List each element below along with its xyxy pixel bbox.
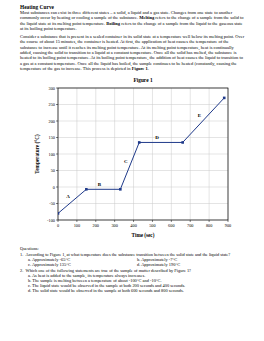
tick-label: 500 [149, 223, 155, 228]
data-group [58, 97, 226, 215]
tick-label: 600 [168, 223, 174, 228]
grid-line [209, 88, 210, 220]
marker [58, 212, 59, 215]
tick-label: -50 [49, 201, 55, 206]
y-axis-label: Temperature (°C) [34, 134, 41, 174]
chart-title: Figure 1 [133, 77, 153, 83]
segment-label: A [66, 195, 70, 200]
tick-label: 200 [93, 223, 99, 228]
grid-line [114, 88, 115, 220]
segment-label: C [124, 159, 128, 164]
tick-label: -100 [47, 218, 55, 223]
curve [58, 98, 224, 213]
document: Heating CurveMost substances can exist i… [20, 4, 246, 293]
question: 1. According to Figure 1, at what temper… [20, 252, 246, 257]
option: b. The sample is melting between a tempe… [28, 278, 246, 283]
tick-label: 200 [49, 119, 55, 124]
x-axis-label: Time (sec) [132, 232, 155, 239]
grid-line [171, 88, 172, 220]
questions: Questions:1. According to Figure 1, at w… [20, 246, 246, 293]
option: a. As heat is added to the sample, its t… [28, 273, 246, 278]
grid-line [58, 104, 228, 105]
questions-heading: Questions: [20, 246, 246, 251]
text-run: Figure 1 [132, 66, 148, 71]
grid-line [58, 154, 228, 155]
grid [58, 88, 228, 220]
tick-label: 50 [51, 168, 55, 173]
tick-label: 800 [206, 223, 212, 228]
tick-label: 100 [49, 152, 55, 157]
tick-label: 0 [53, 185, 55, 190]
grid-line [58, 187, 228, 188]
option: d. The solid state would be observed in … [28, 288, 246, 293]
segment-label: B [98, 183, 102, 188]
marker [223, 97, 226, 100]
options: a. Approximately -65°Cb. Approximately -… [20, 257, 246, 267]
question: 2. Which one of the following statements… [20, 268, 246, 273]
tick-label: 900 [225, 223, 231, 228]
grid-line [58, 170, 228, 171]
grid-line [58, 203, 228, 204]
grid-line [76, 88, 77, 220]
tick-label: 700 [187, 223, 193, 228]
grid-line [58, 137, 228, 138]
text-run: Consider a substance that is present in … [20, 34, 244, 71]
doc-title: Heating Curve [20, 4, 246, 10]
option: c. Approximately 135°C [28, 262, 137, 267]
marker [119, 188, 122, 191]
question-number: 2. [20, 268, 23, 273]
paragraph: Most substances can exist in three diffe… [20, 10, 246, 31]
text-run: . [148, 66, 149, 71]
marker [85, 188, 88, 191]
segment-label: D [155, 136, 159, 141]
question-text: Which one of the following statements ar… [26, 268, 192, 273]
segment-label: E [198, 113, 202, 118]
grid-line [133, 88, 134, 220]
marker [138, 141, 141, 144]
text-run: Boiling [106, 21, 120, 26]
question-number: 1. [20, 252, 23, 257]
tick-label: 250 [49, 102, 55, 107]
tick-label: 300 [49, 86, 55, 91]
tick-label: 0 [57, 223, 59, 228]
grid-line [95, 88, 96, 220]
grid-line [152, 88, 153, 220]
tick-label: 100 [74, 223, 80, 228]
option: d. Approximately 190°C [137, 262, 246, 267]
option: a. Approximately -65°C [28, 257, 137, 262]
tick-label: 400 [130, 223, 136, 228]
text-run: Melting [139, 15, 154, 20]
option: b. Approximately -7°C [137, 257, 246, 262]
paragraph: Consider a substance that is present in … [20, 34, 246, 71]
option: c. The liquid state would be observed in… [28, 283, 246, 288]
plot-frame [58, 88, 228, 220]
question-text: According to Figure 1, at what temperatu… [26, 252, 231, 257]
marker [181, 141, 184, 144]
chart: Figure 1 -100 -50 0 50 100 150 200 250 300 0 100 200… [0, 74, 264, 246]
grid-line [190, 88, 191, 220]
options: a. As heat is added to the sample, its t… [20, 273, 246, 293]
tick-label: 300 [111, 223, 117, 228]
tick-label: 150 [49, 135, 55, 140]
